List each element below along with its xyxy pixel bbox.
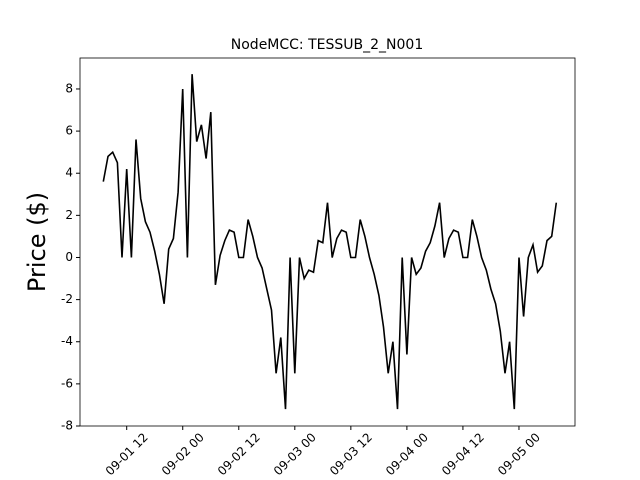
x-tick-label: 09-04 12 (439, 430, 487, 478)
y-tick-label: 0 (65, 250, 73, 264)
y-tick-label: 2 (65, 208, 73, 222)
x-tick-label: 09-03 00 (271, 430, 319, 478)
y-tick-label: -8 (61, 419, 73, 433)
x-tick-label: 09-01 12 (103, 430, 151, 478)
y-axis-label: Price ($) (23, 192, 51, 292)
y-tick-label: 8 (65, 81, 73, 95)
price-line (102, 74, 558, 410)
y-tick-label: 6 (65, 124, 73, 138)
chart-title: NodeMCC: TESSUB_2_N001 (231, 37, 423, 53)
y-tick-label: -6 (61, 376, 73, 390)
x-tick-label: 09-02 00 (159, 430, 207, 478)
x-tick-label: 09-04 00 (383, 430, 431, 478)
y-tick-label: 4 (65, 166, 73, 180)
x-tick-label: 09-02 12 (215, 430, 263, 478)
x-tick-label: 09-05 00 (495, 430, 543, 478)
x-tick-label: 09-03 12 (327, 430, 375, 478)
y-tick-label: -4 (61, 334, 73, 348)
y-tick-label: -2 (61, 292, 73, 306)
plot-frame (79, 57, 576, 427)
